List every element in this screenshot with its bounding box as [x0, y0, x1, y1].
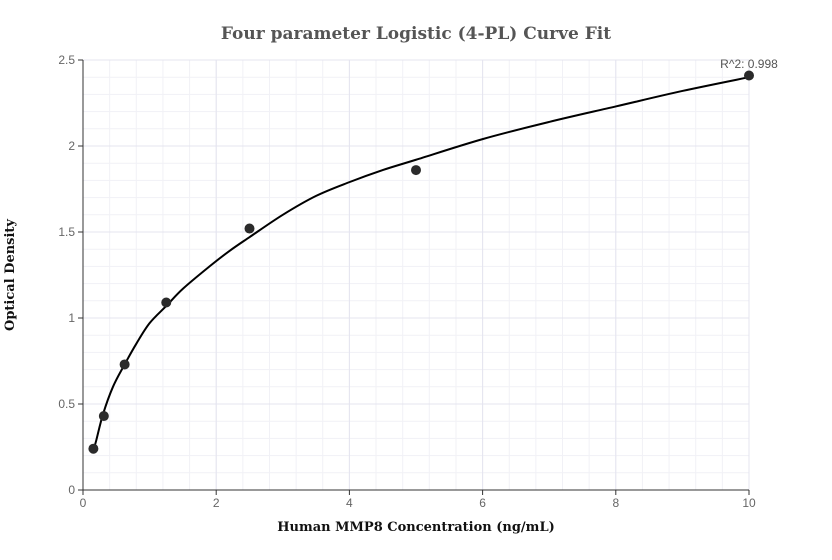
fit-curve-line: [92, 76, 750, 451]
y-tick-label: 0: [68, 483, 75, 497]
y-tick-label: 1: [68, 311, 75, 325]
data-point: [161, 297, 172, 308]
grid: [83, 59, 750, 490]
chart-title: Four parameter Logistic (4-PL) Curve Fit: [221, 24, 611, 44]
x-tick-label: 6: [479, 496, 486, 510]
x-tick-label: 0: [80, 496, 87, 510]
y-tick-label: 2.5: [58, 53, 75, 67]
axes: 0 2 4 6 8 10 0 0.5 1 1.5 2 2.5: [58, 53, 756, 510]
data-point: [98, 411, 109, 422]
y-tick-label: 1.5: [58, 225, 75, 239]
y-tick-label: 2: [68, 139, 75, 153]
y-tick-label: 0.5: [58, 397, 75, 411]
data-point: [119, 359, 130, 370]
data-point: [244, 223, 255, 234]
fit-curve-layer: [92, 76, 750, 451]
y-axis-label: Optical Density: [3, 219, 18, 331]
data-point: [744, 70, 754, 81]
x-axis-label: Human MMP8 Concentration (ng/mL): [277, 520, 554, 535]
x-tick-label: 4: [346, 496, 353, 510]
data-point: [88, 443, 99, 454]
r-squared-annotation: R^2: 0.998: [720, 57, 778, 71]
x-tick-label: 2: [213, 496, 220, 510]
x-tick-label: 10: [742, 496, 756, 510]
data-points-layer: [88, 70, 754, 454]
x-tick-label: 8: [612, 496, 619, 510]
data-point: [411, 165, 421, 176]
